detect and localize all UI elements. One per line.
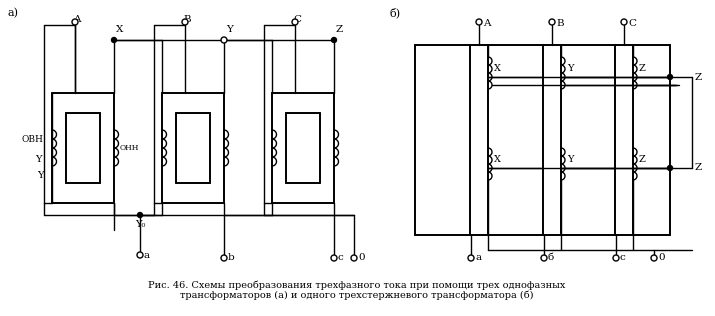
Text: ОВН: ОВН — [21, 136, 43, 144]
Circle shape — [668, 75, 673, 80]
Text: B: B — [183, 15, 191, 24]
Circle shape — [351, 255, 357, 261]
Circle shape — [137, 212, 142, 217]
Circle shape — [331, 255, 337, 261]
Text: Z: Z — [639, 155, 646, 164]
Text: 0: 0 — [358, 253, 365, 263]
Circle shape — [112, 38, 117, 42]
Text: 0: 0 — [658, 253, 665, 263]
Text: Y: Y — [37, 171, 44, 179]
Circle shape — [668, 166, 673, 171]
Circle shape — [613, 255, 619, 261]
Text: B: B — [556, 19, 563, 28]
Text: Z: Z — [639, 64, 646, 73]
Circle shape — [468, 255, 474, 261]
Text: c: c — [338, 253, 344, 263]
Text: b: b — [228, 253, 235, 263]
Text: Рис. 46. Схемы преобразования трехфазного тока при помощи трех однофазных: Рис. 46. Схемы преобразования трехфазног… — [148, 280, 566, 289]
Text: трансформаторов (а) и одного трехстержневого трансформатора (б): трансформаторов (а) и одного трехстержне… — [180, 290, 534, 300]
Circle shape — [292, 19, 298, 25]
Circle shape — [221, 255, 227, 261]
Text: X: X — [494, 155, 501, 164]
Text: Z: Z — [695, 163, 702, 173]
Circle shape — [182, 19, 188, 25]
Circle shape — [621, 19, 627, 25]
Text: Z: Z — [336, 25, 343, 34]
Text: Y: Y — [226, 25, 233, 34]
Text: б: б — [548, 253, 554, 263]
Circle shape — [72, 19, 78, 25]
Circle shape — [137, 252, 143, 258]
Text: X: X — [494, 64, 501, 73]
Text: с: с — [620, 253, 626, 263]
Text: а: а — [475, 253, 481, 263]
Circle shape — [221, 37, 227, 43]
Text: б): б) — [390, 8, 401, 19]
Circle shape — [549, 19, 555, 25]
Text: C: C — [293, 15, 301, 24]
Text: Y₀: Y₀ — [135, 220, 145, 229]
Text: A: A — [483, 19, 490, 28]
Text: C: C — [628, 19, 636, 28]
Circle shape — [476, 19, 482, 25]
Circle shape — [541, 255, 547, 261]
Circle shape — [651, 255, 657, 261]
Text: a: a — [144, 251, 150, 259]
Text: Y: Y — [35, 155, 41, 165]
Text: а): а) — [8, 8, 19, 18]
Text: ОНН: ОНН — [120, 144, 139, 152]
Text: Y: Y — [567, 64, 573, 73]
Text: Z: Z — [695, 72, 702, 82]
Text: A: A — [73, 15, 81, 24]
Text: X: X — [116, 25, 124, 34]
Circle shape — [332, 38, 337, 42]
Text: Y: Y — [567, 155, 573, 164]
